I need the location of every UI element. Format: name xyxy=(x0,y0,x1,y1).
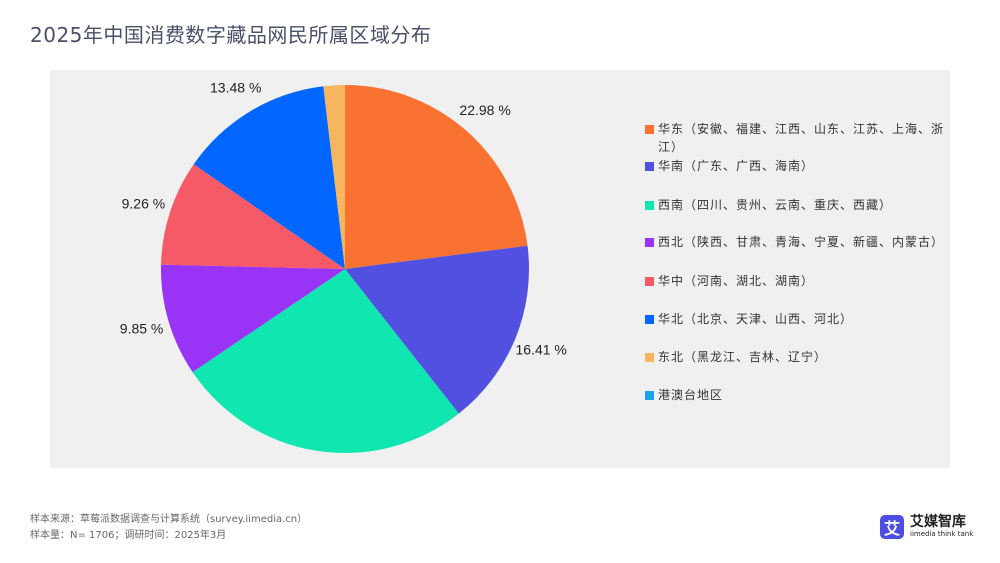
legend-label: 华东（安徽、福建、江西、山东、江苏、上海、浙江） xyxy=(658,122,945,154)
pie-label: 22.98 % xyxy=(459,102,510,118)
legend-item: 港澳台地区 xyxy=(645,386,958,404)
chart-title: 2025年中国消费数字藏品网民所属区域分布 xyxy=(30,23,432,47)
legend-swatch-icon xyxy=(645,125,654,134)
pie-label: 13.48 % xyxy=(210,79,261,95)
legend-swatch-icon xyxy=(645,201,654,210)
pie-slice-西南 xyxy=(192,269,459,453)
legend-item: 华中（河南、湖北、湖南） xyxy=(645,272,958,290)
pie-slice-华北 xyxy=(193,86,345,269)
pie-slice-华南 xyxy=(345,245,529,414)
legend-label: 港澳台地区 xyxy=(658,388,724,402)
pie-slice-西北 xyxy=(161,264,345,373)
pie-slice-东北 xyxy=(323,85,345,269)
legend-item: 华北（北京、天津、山西、河北） xyxy=(645,310,958,328)
legend-swatch-icon xyxy=(645,162,654,171)
iimedia-logo: 艾 艾媒智库 iimedia think tank xyxy=(880,514,973,539)
legend-swatch-icon xyxy=(645,391,654,400)
pie-label: 9.85 % xyxy=(120,321,164,337)
legend-swatch-icon xyxy=(645,238,654,247)
legend-label: 西南（四川、贵州、云南、重庆、西藏） xyxy=(658,198,893,212)
legend-label: 华南（广东、广西、海南） xyxy=(658,159,815,173)
legend-label: 西北（陕西、甘肃、青海、宁夏、新疆、内蒙古） xyxy=(658,235,945,249)
legend-swatch-icon xyxy=(645,353,654,362)
legend-label: 东北（黑龙江、吉林、辽宁） xyxy=(658,350,828,364)
logo-name-cn: 艾媒智库 xyxy=(910,514,966,530)
legend-item: 华东（安徽、福建、江西、山东、江苏、上海、浙江） xyxy=(645,120,958,156)
pie-slice-华东 xyxy=(345,85,528,269)
legend-item: 东北（黑龙江、吉林、辽宁） xyxy=(645,348,958,366)
legend-label: 华北（北京、天津、山西、河北） xyxy=(658,312,854,326)
pie-label: 9.26 % xyxy=(122,195,166,211)
source-note: 样本来源：草莓派数据调查与计算系统（survey.iimedia.cn） xyxy=(30,514,308,525)
legend-item: 华南（广东、广西、海南） xyxy=(645,157,958,175)
sample-note: 样本量：N= 1706；调研时间：2025年3月 xyxy=(30,530,227,541)
legend-item: 西南（四川、贵州、云南、重庆、西藏） xyxy=(645,196,958,214)
logo-mark-icon: 艾 xyxy=(880,514,904,539)
legend-label: 华中（河南、湖北、湖南） xyxy=(658,274,815,288)
pie-slice-华中 xyxy=(161,164,345,269)
footer: 样本来源：草莓派数据调查与计算系统（survey.iimedia.cn） 样本量… xyxy=(30,512,307,544)
logo-name-en: iimedia think tank xyxy=(910,530,974,538)
legend-item: 西北（陕西、甘肃、青海、宁夏、新疆、内蒙古） xyxy=(645,233,958,251)
pie-chart: 22.98 %16.41 %26.14 %9.85 %9.26 %13.48 %… xyxy=(120,79,567,453)
legend-swatch-icon xyxy=(645,277,654,286)
chart-panel: 22.98 %16.41 %26.14 %9.85 %9.26 %13.48 %… xyxy=(50,70,950,468)
legend-swatch-icon xyxy=(645,315,654,324)
pie-label: 16.41 % xyxy=(516,341,567,357)
